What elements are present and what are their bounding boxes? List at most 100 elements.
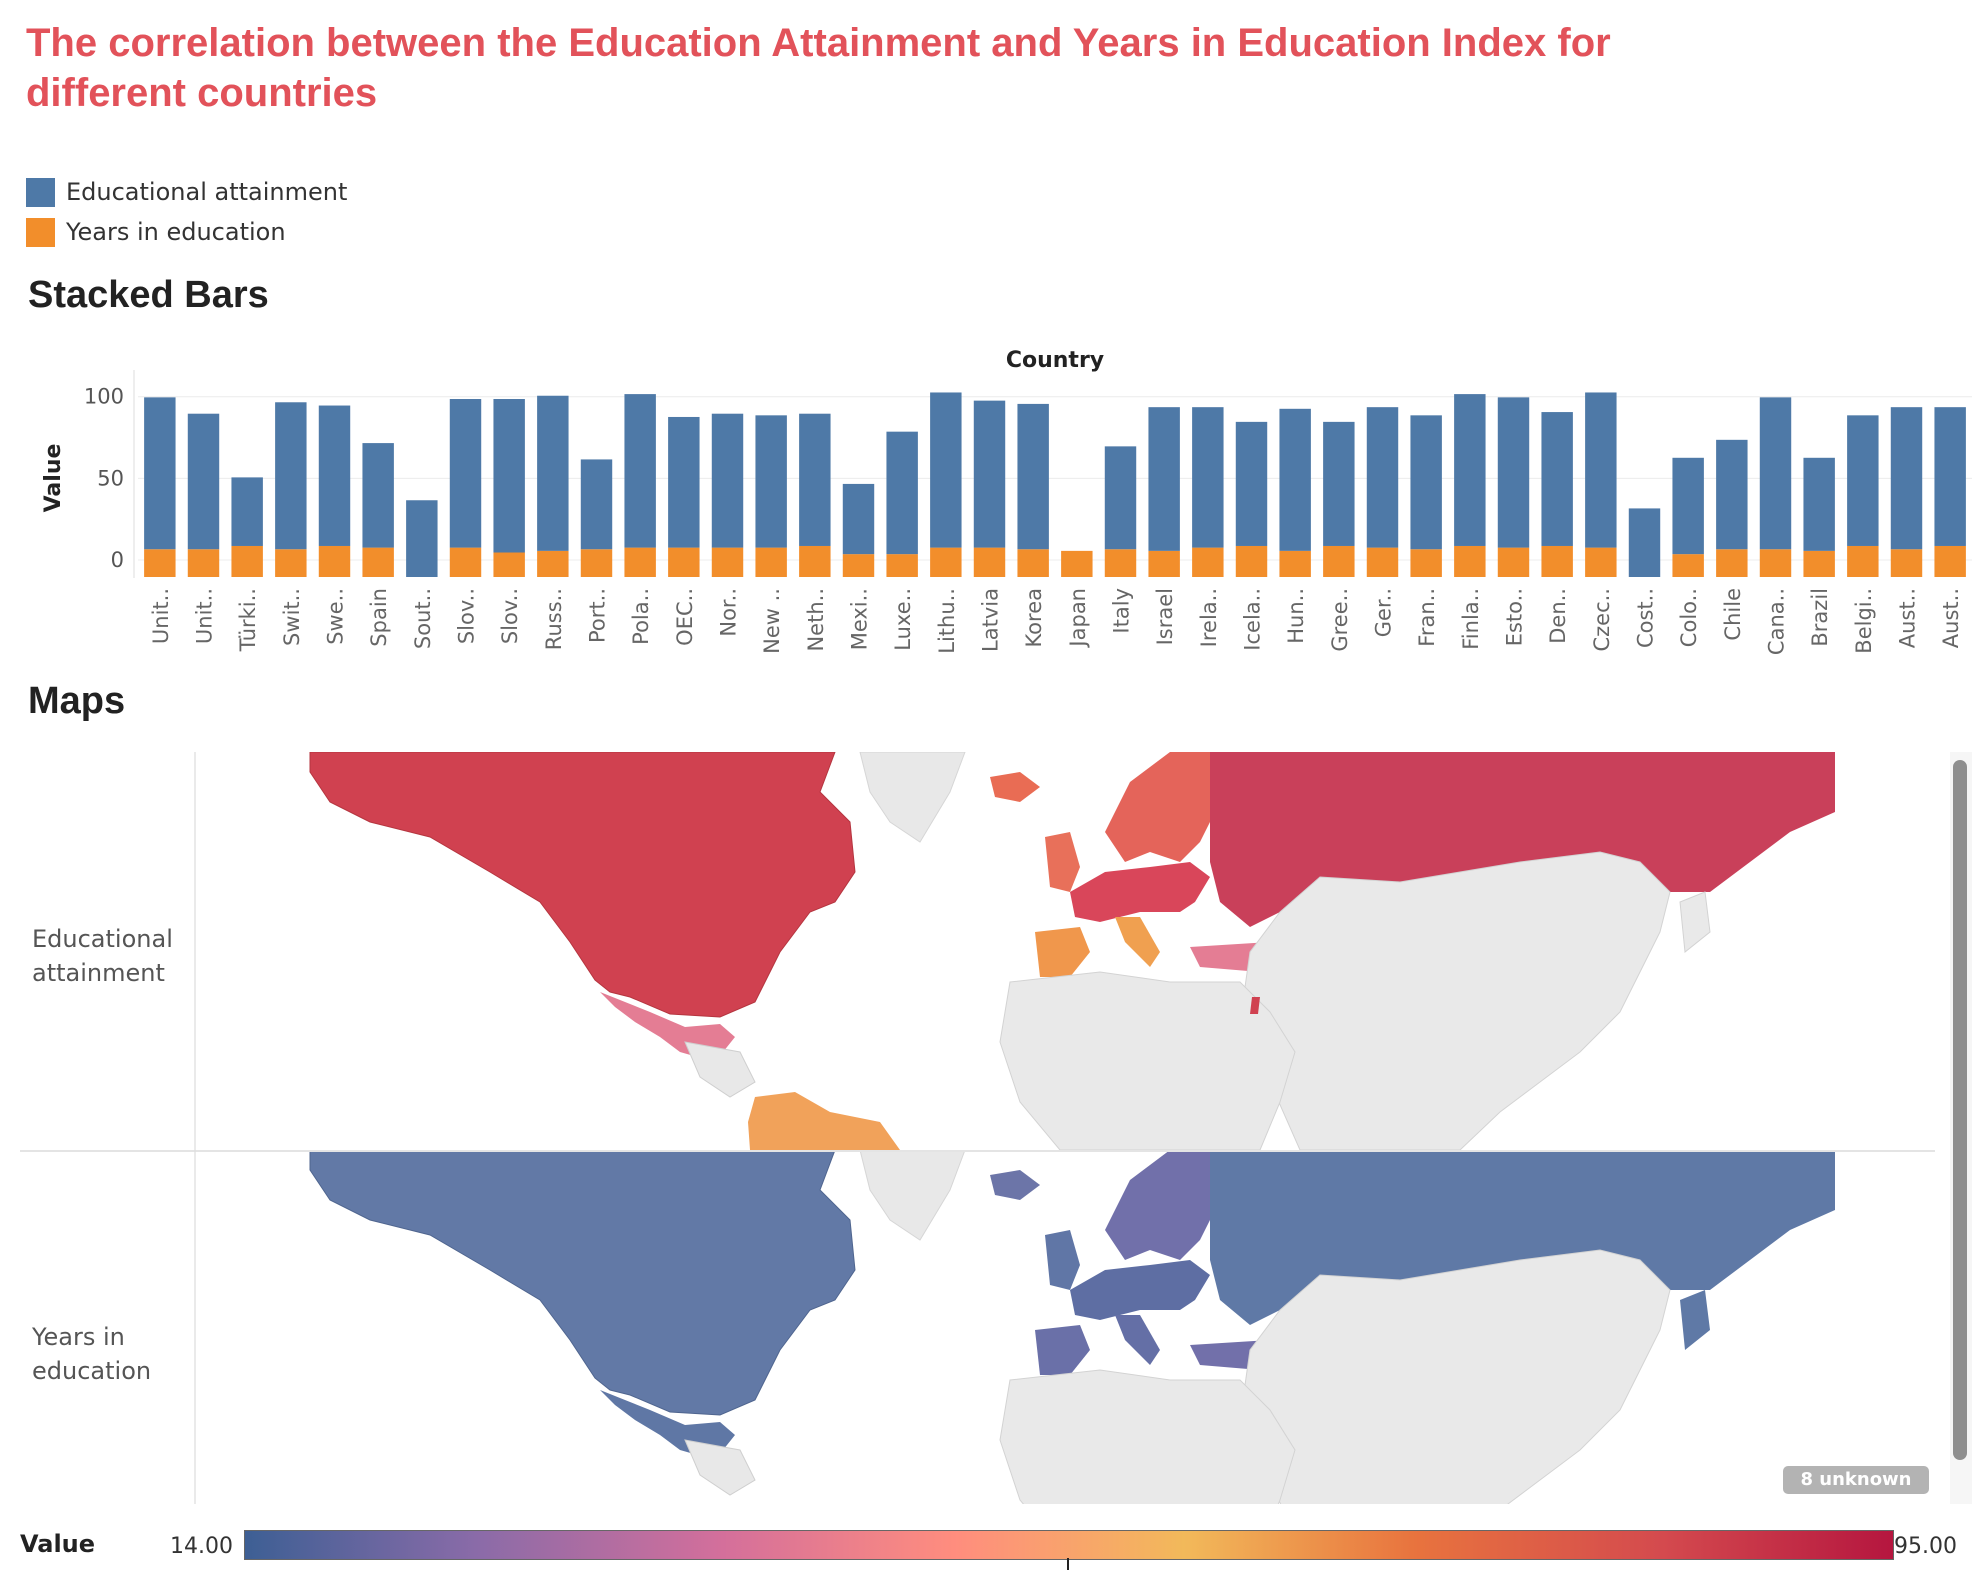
landmass-japan bbox=[1679, 891, 1711, 953]
bar-segment-educational-attainment bbox=[493, 399, 525, 553]
bar-segment-years-in-education bbox=[449, 547, 482, 577]
x-tick-label: Belgi.. bbox=[1852, 588, 1876, 654]
landmass-iceland bbox=[990, 1170, 1040, 1200]
legend-item-educational-attainment[interactable]: Educational attainment bbox=[26, 172, 347, 212]
landmass-greenland bbox=[859, 752, 966, 843]
bar-segment-educational-attainment bbox=[1323, 421, 1355, 546]
bar-segment-years-in-education bbox=[144, 549, 176, 577]
x-tick-label: Czec.. bbox=[1590, 588, 1614, 652]
bar-segment-years-in-education bbox=[842, 554, 875, 577]
bar-segment-educational-attainment bbox=[930, 392, 962, 548]
legend-item-years-in-education[interactable]: Years in education bbox=[26, 212, 347, 252]
y-axis-title: Value bbox=[41, 444, 66, 513]
bar-segment-educational-attainment bbox=[580, 459, 613, 550]
maps-panel: Educational attainment Years in educatio… bbox=[20, 752, 1950, 1504]
bar-segment-educational-attainment bbox=[1454, 394, 1486, 546]
x-tick-label: Chile bbox=[1721, 588, 1745, 641]
bar-segment-years-in-education bbox=[1061, 550, 1093, 577]
series-legend: Educational attainment Years in educatio… bbox=[26, 172, 347, 252]
maps-svg bbox=[20, 752, 1950, 1504]
map-years-in-education[interactable] bbox=[309, 1150, 1835, 1504]
landmass-japan bbox=[1680, 1290, 1710, 1350]
landmass-italy bbox=[1115, 1315, 1160, 1365]
x-tick-label: Port.. bbox=[586, 588, 610, 643]
color-legend-min: 14.00 bbox=[170, 1534, 233, 1559]
x-tick-label: Fran.. bbox=[1415, 588, 1439, 647]
map-row-label-years-in-education: Years in education bbox=[32, 1323, 152, 1385]
bar-segment-years-in-education bbox=[1192, 547, 1224, 577]
bar-segment-educational-attainment bbox=[1017, 403, 1049, 550]
landmass-scandinavia bbox=[1105, 752, 1235, 862]
dashboard-title: The correlation between the Education At… bbox=[26, 21, 1611, 115]
bar-segment-educational-attainment bbox=[362, 443, 394, 548]
x-tick-label: Slov.. bbox=[498, 588, 522, 644]
x-tick-label: Neth.. bbox=[804, 588, 828, 652]
bar-segment-years-in-education bbox=[1585, 547, 1617, 577]
bar-segment-educational-attainment bbox=[886, 431, 918, 555]
bar-segment-educational-attainment bbox=[318, 405, 351, 546]
bar-segment-years-in-education bbox=[1104, 549, 1137, 577]
maps-scrollbar-thumb[interactable] bbox=[1953, 760, 1967, 1460]
x-tick-label: Russ.. bbox=[542, 588, 566, 650]
x-tick-label: Sout.. bbox=[411, 588, 435, 649]
x-tick-label: Israel bbox=[1153, 588, 1177, 645]
bar-segment-educational-attainment bbox=[973, 400, 1006, 548]
x-tick-label: Cost.. bbox=[1634, 588, 1658, 648]
x-tick-label: Finla.. bbox=[1459, 588, 1483, 650]
x-tick-label: Icela.. bbox=[1241, 588, 1265, 651]
x-tick-label: Mexi.. bbox=[848, 588, 872, 650]
x-tick-label: Gree.. bbox=[1328, 588, 1352, 652]
bar-segment-years-in-education bbox=[318, 545, 351, 577]
bar-segment-years-in-education bbox=[624, 547, 656, 577]
color-legend-gradient[interactable] bbox=[244, 1530, 1894, 1560]
bar-segment-educational-attainment bbox=[1759, 397, 1792, 550]
bar-segment-educational-attainment bbox=[187, 413, 220, 550]
x-tick-label: Spain bbox=[367, 588, 391, 647]
bar-segment-years-in-education bbox=[187, 549, 220, 577]
bar-segment-educational-attainment bbox=[1628, 508, 1661, 577]
bar-segment-educational-attainment bbox=[1803, 457, 1835, 551]
bar-segment-years-in-education bbox=[1410, 549, 1442, 577]
landmass-iceland bbox=[990, 772, 1040, 802]
landmass-central-europe bbox=[1070, 862, 1210, 922]
bar-segment-educational-attainment bbox=[842, 483, 875, 555]
unknown-locations-badge[interactable]: 8 unknown bbox=[1783, 1466, 1929, 1494]
bar-segment-years-in-education bbox=[231, 545, 263, 577]
bar-segment-years-in-education bbox=[1366, 547, 1399, 577]
bar-segment-educational-attainment bbox=[1934, 407, 1966, 546]
map-row-label-educational-attainment: Educational attainment bbox=[32, 925, 173, 987]
x-axis-title: Country bbox=[1006, 348, 1104, 373]
color-legend-max: 95.00 bbox=[1894, 1534, 1957, 1559]
bar-segment-educational-attainment bbox=[1672, 457, 1704, 555]
x-tick-label: Cana.. bbox=[1765, 588, 1789, 655]
x-tick-label: Unit.. bbox=[149, 588, 173, 644]
bar-segment-educational-attainment bbox=[1497, 397, 1530, 548]
bar-segment-years-in-education bbox=[1934, 545, 1966, 577]
bar-segment-years-in-education bbox=[362, 547, 394, 577]
y-tick-label: 100 bbox=[84, 385, 124, 409]
map-educational-attainment[interactable] bbox=[309, 752, 1835, 1150]
bar-segment-years-in-education bbox=[1323, 545, 1355, 577]
bar-segment-years-in-education bbox=[711, 547, 744, 577]
bar-segment-years-in-education bbox=[1454, 545, 1486, 577]
bar-segment-educational-attainment bbox=[624, 394, 656, 548]
x-tick-label: Esto.. bbox=[1503, 588, 1527, 646]
landmass-north-america bbox=[309, 1152, 856, 1416]
bar-segment-educational-attainment bbox=[1148, 407, 1180, 551]
bar-segment-years-in-education bbox=[1497, 547, 1530, 577]
x-tick-label: Unit.. bbox=[193, 588, 217, 644]
x-tick-label: Swe.. bbox=[324, 588, 348, 645]
landmass-greenland bbox=[859, 1152, 965, 1241]
landmass-colombia bbox=[748, 1092, 900, 1150]
bar-segment-educational-attainment bbox=[231, 477, 263, 546]
x-tick-label: Brazil bbox=[1808, 588, 1832, 647]
bar-segment-years-in-education bbox=[1716, 549, 1748, 577]
x-tick-label: Aust.. bbox=[1896, 588, 1920, 648]
bar-segment-years-in-education bbox=[580, 549, 613, 577]
landmass-spain bbox=[1035, 1325, 1090, 1375]
legend-swatch bbox=[26, 217, 55, 247]
bar-segment-years-in-education bbox=[537, 550, 569, 577]
bar-segment-years-in-education bbox=[668, 547, 700, 577]
bar-segment-years-in-education bbox=[1235, 545, 1268, 577]
bar-segment-educational-attainment bbox=[711, 413, 744, 548]
